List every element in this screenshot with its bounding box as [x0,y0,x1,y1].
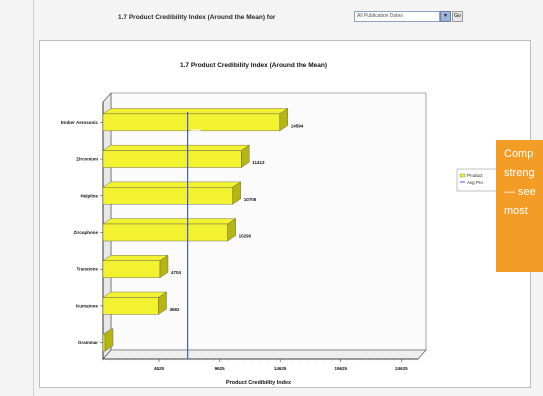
bar-top [102,291,168,298]
promo-callout: Comp streng — see most [496,140,543,272]
legend: Product Avg Pro [456,168,498,192]
bar: 10290 [102,218,252,242]
bar-top [102,218,237,225]
report-title: 1.7 Product Credibility Index (Around th… [118,14,276,21]
category-label: Zircophone [74,230,99,235]
legend-entry-avg: Avg Pro [467,180,483,185]
bar-front [102,333,106,352]
bar-front [102,150,242,168]
category-label: Ember Aerosonic [61,120,99,125]
bar: 14594 [102,108,304,132]
x-axis-label: Product Credibility Index [226,380,292,386]
bar-end [227,218,236,242]
bar-value-label: 4704 [171,270,182,275]
callout-line-3: — see [504,186,536,198]
legend-entry-product: Product [467,173,483,178]
mean-label: 6985 [191,128,202,133]
bar-top [102,255,169,261]
bar-group: 14594 11413 10705 10290 4704 4582 6985 [102,108,304,359]
bar-value-label: 14594 [291,123,304,128]
chart-panel: 1.7 Product Credibility Index (Around th… [39,40,531,388]
bar-top [102,181,242,188]
category-label: Grammar [78,340,98,345]
legend-swatch-product [459,173,466,178]
callout-line-2: streng [504,167,535,179]
bar-value-label: 11413 [252,160,265,165]
bar-value-label: 10290 [239,234,252,239]
x-tick-label: 19625 [335,366,348,371]
category-label: Kumatone [76,303,98,308]
go-button[interactable]: Go [452,11,463,22]
credibility-chart: 1.7 Product Credibility Index (Around th… [61,62,498,386]
bar [102,328,114,352]
floor [102,349,427,360]
bar: 10705 [102,181,257,205]
bar-end [159,254,169,279]
x-tick-label: 14625 [274,366,287,371]
category-label: Transtone [76,267,98,272]
bar-front [102,297,159,315]
x-tick-label: 9625 [215,366,226,371]
chevron-down-icon[interactable]: ▾ [440,11,451,22]
category-label: Zirconium [76,157,98,162]
x-tick-label: 4625 [154,366,165,371]
bar-top [102,108,289,115]
bar-end [279,108,289,132]
category-label: Helpline [80,193,98,198]
bar-end [232,181,241,205]
bar: 11413 [102,144,265,168]
bar-top [102,144,250,151]
bar-front [102,260,161,278]
bar: 4582 [102,291,181,315]
bar-front [102,223,228,242]
report-header: 1.7 Product Credibility Index (Around th… [0,0,543,34]
x-tick-label: 24625 [395,366,408,371]
category-labels: Ember Aerosonic Zirconium Helpline Zircopho… [61,120,103,345]
bar-front [102,187,233,205]
chart-title: 1.7 Product Credibility Index (Around th… [180,62,327,69]
bar-end [104,328,114,352]
date-filter-select[interactable]: All Publication Dates [354,11,440,22]
bar: 4704 [102,254,182,279]
callout-line-4: most [504,205,528,217]
bar-value-label: 4582 [170,307,181,312]
callout-line-1: Comp [504,148,534,160]
left-divider [33,0,34,396]
x-axis-ticks: 4625 9625 14625 19625 24625 [102,359,419,371]
bar-end [158,291,167,315]
bar-value-label: 10705 [244,197,257,202]
bar-end [241,144,250,168]
